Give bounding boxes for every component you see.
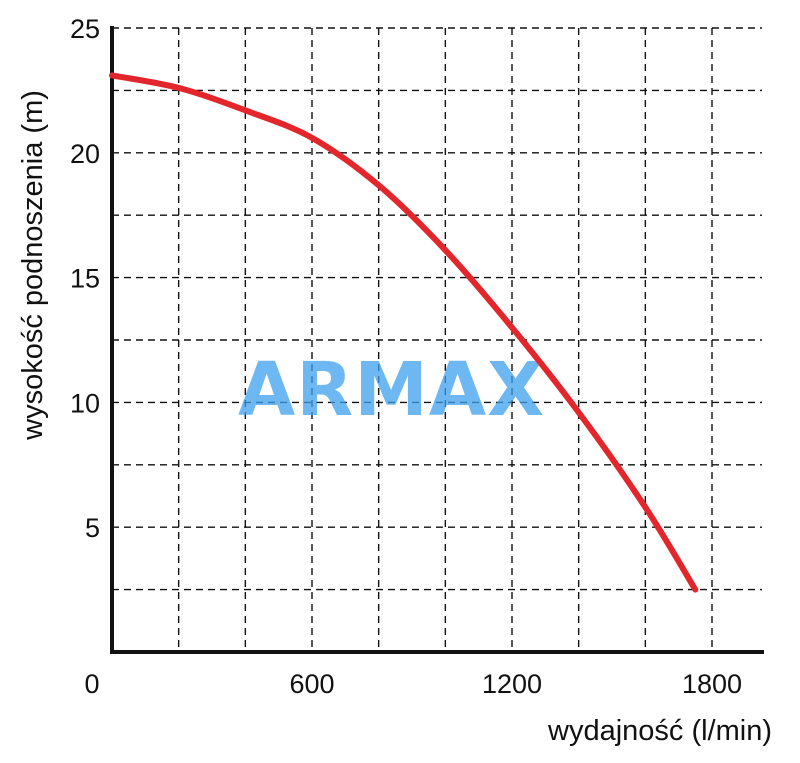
series-group: [109, 72, 699, 593]
x-tick-label: 1800: [682, 669, 742, 699]
x-tick-labels: 600 1200 1800: [289, 669, 742, 699]
grid-lines: [112, 27, 762, 652]
armax-watermark: ARMAX: [238, 347, 545, 433]
y-tick-label: 15: [70, 264, 100, 294]
y-tick-label: 25: [70, 14, 100, 44]
x-tick-label: 600: [289, 669, 334, 699]
origin-label: 0: [84, 669, 99, 699]
axes: [110, 26, 764, 654]
y-tick-label: 10: [70, 388, 100, 418]
y-tick-label: 20: [70, 139, 100, 169]
x-axis-title: wydajność (l/min): [547, 715, 772, 747]
y-axis-title: wysokość podnoszenia (m): [17, 90, 49, 441]
y-tick-label: 5: [85, 513, 100, 543]
series-line-0: [109, 72, 699, 593]
y-tick-labels: 5 10 15 20 25: [70, 14, 100, 543]
x-tick-label: 1200: [482, 669, 542, 699]
